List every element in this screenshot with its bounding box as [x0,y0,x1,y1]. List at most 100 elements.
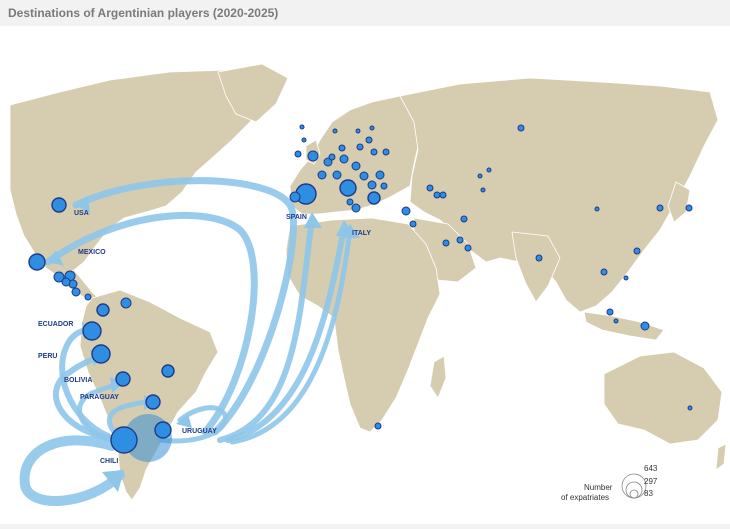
bubble-japan [685,204,693,212]
bubble-eu-18 [299,124,305,130]
label-usa: USA [74,210,89,217]
bubble-eu-23 [351,203,361,213]
bubble-korea [656,204,664,212]
flow-arrow-mexico [44,211,258,436]
label-italy: ITALY [352,230,371,237]
flow-arrow-spain [217,217,315,443]
flow-arrow-peru [52,353,113,441]
bubble-central-america-5 [71,287,81,297]
bubble-indonesia [640,321,650,331]
land-japan [667,181,691,223]
bubble-india [535,254,543,262]
map-area: USA MEXICO ECUADOR PERU BOLIVIA PARAGUAY… [0,26,730,524]
legend: Number of expatriates 643 297 83 [561,464,658,502]
bubble-eu-10 [328,153,336,161]
label-chili: CHILI [100,458,118,465]
bubble-eu-11 [338,144,346,152]
bubble-eu-20 [355,128,361,134]
bubble-turkey-2 [433,191,441,199]
flow-arrow-uruguay-head [176,414,192,428]
bubble-uae [464,244,472,252]
bubble-eu-22 [346,198,354,206]
bubble-china-2 [600,268,608,276]
land-south-america [79,289,219,501]
world-map: USA MEXICO ECUADOR PERU BOLIVIA PARAGUAY… [9,63,727,506]
bubble-south-africa [374,422,382,430]
land-new-zealand [715,443,727,471]
label-peru: PERU [38,353,57,360]
bubble-eu-3 [339,154,349,164]
land-africa [285,217,441,433]
bubble-bolivia [115,371,131,387]
flow-arrow-bolivia-head [110,377,124,393]
label-paraguay: PARAGUAY [80,394,119,401]
bubble-brazil [161,364,175,378]
bubble-eu-13 [365,136,373,144]
bubble-saudi [442,239,450,247]
destination-bubbles-layer [28,124,693,462]
bubble-hongkong [633,247,641,255]
flow-arrow-spain-head [304,212,322,228]
bubble-malaysia [606,308,614,316]
legend-value-large: 643 [644,464,658,473]
bubble-greece [401,206,411,216]
country-labels-layer: USA MEXICO ECUADOR PERU BOLIVIA PARAGUAY… [38,210,371,465]
legend-value-small: 83 [644,489,653,498]
flow-arrow-italy-2 [229,227,353,445]
bubble-iran [460,215,468,223]
bubble-eu-12 [356,143,364,151]
flow-arrow-uruguay [157,405,228,444]
bubble-colombia [96,303,110,317]
flow-arrow-italy-2-head [342,224,360,238]
bubble-eu-1 [317,170,327,180]
bubble-china-3 [623,275,629,281]
bubble-turkey-3 [439,191,447,199]
flow-arrow-usa [72,177,297,436]
bubble-france [307,150,319,162]
label-spain: SPAIN [286,214,307,221]
bubble-eu-15 [382,148,390,156]
bubble-venezuela [120,297,132,309]
bubble-mexico [28,253,46,271]
bubble-central-america-4 [61,277,71,287]
bubble-portugal [289,191,301,203]
bubble-italy-south [367,191,381,205]
flow-arrow-usa-head [76,196,90,214]
legend-circle-large [621,473,647,499]
bubble-eu-4 [351,161,361,171]
bubble-eu-2 [332,170,342,180]
bubble-eu-8 [380,182,388,190]
bubble-caribbean [84,293,92,301]
bubble-usa [51,197,67,213]
bubble-peru [91,344,111,364]
flow-arrow-mexico-head [48,250,64,266]
bubble-eu-19 [332,128,338,134]
bubble-russia [517,124,525,132]
bubble-cyprus [409,220,417,228]
bubble-singapore [613,318,619,324]
bubble-uzbekistan [480,187,486,193]
bubble-eu-6 [367,180,377,190]
map-title: Destinations of Argentinian players (202… [8,6,279,20]
bubble-eu-9 [323,157,333,167]
bubble-eu-16 [294,150,302,158]
bubble-eu-7 [375,170,385,180]
bubble-turkey-1 [426,184,434,192]
bubble-ecuador [82,321,102,341]
bubble-eu-14 [370,148,378,156]
land-indonesia [583,311,665,341]
legend-title-line2: of expatriates [561,493,609,502]
bubble-eu-5 [359,171,369,181]
bubble-chili [110,426,138,454]
flow-arrow-chili [19,435,125,506]
land-india [511,231,561,303]
flow-arrow-chili-head [102,470,124,492]
bubble-caucasus [477,173,483,179]
bubble-china-1 [594,206,600,212]
label-ecuador: ECUADOR [38,321,73,328]
legend-circle-small [629,489,639,499]
land-madagascar [429,355,447,399]
legend-title-line1: Number [584,483,613,492]
bubble-italy [339,179,357,197]
